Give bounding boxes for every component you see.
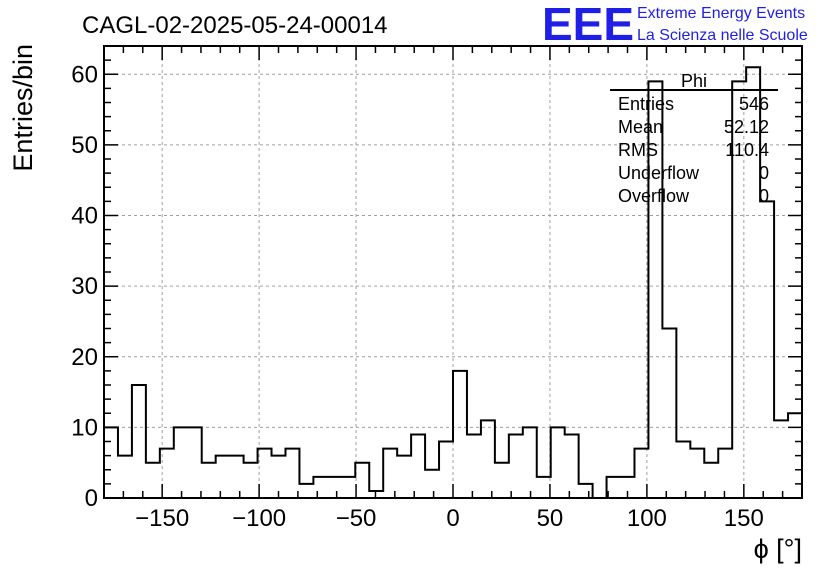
logo-mark: EEE [542, 0, 634, 50]
y-tick-label: 40 [71, 203, 98, 230]
histogram-bin [453, 371, 467, 498]
histogram-bin [690, 449, 704, 498]
histogram-bin [523, 427, 537, 498]
histogram-bin [202, 463, 216, 498]
histogram-bin [285, 449, 299, 498]
y-tick-label: 10 [71, 414, 98, 441]
histogram-bin [313, 477, 327, 498]
stats-row-value: 0 [759, 163, 769, 183]
logo-line1: Extreme Energy Events [637, 5, 805, 22]
stats-box-rows: Entries 546 Mean 52.12 RMS 110.4 Underflow 0 Ove… [618, 94, 769, 206]
histogram-bin [369, 491, 383, 498]
histogram-bin [774, 420, 788, 498]
histogram-bin [299, 484, 313, 498]
histogram-bin [439, 442, 453, 499]
histogram-bin [230, 456, 244, 498]
histogram-bin [495, 463, 509, 498]
histogram-bin [579, 484, 593, 498]
histogram-bin [397, 456, 411, 498]
histogram-bin [132, 385, 146, 498]
stats-row-label: Overflow [618, 186, 690, 206]
histogram-bin [565, 434, 579, 498]
y-tick-label: 0 [85, 485, 98, 512]
x-axis-label: ϕ [°] [754, 534, 802, 564]
stats-box: Phi Entries 546 Mean 52.12 RMS 110.4 Underflow… [610, 71, 778, 206]
histogram-bin [104, 427, 118, 498]
y-axis-label: Entries/bin [8, 44, 38, 172]
stats-row-value: 110.4 [725, 140, 769, 160]
x-tick-label: 0 [446, 505, 459, 532]
histogram-bin [718, 449, 732, 498]
histogram-bin [188, 427, 202, 498]
chart-title: CAGL-02-2025-05-24-00014 [82, 12, 388, 39]
histogram-bin [509, 434, 523, 498]
axis-ticks [103, 45, 803, 499]
x-tick-label: −100 [232, 505, 286, 532]
histogram-bin [467, 434, 481, 498]
histogram-step-line [104, 66, 802, 499]
stats-row-value: 52.12 [724, 117, 769, 137]
x-tick-labels: −150 −100 −50 0 50 100 150 [135, 505, 764, 532]
stats-row-label: Entries [618, 94, 674, 114]
histogram-bin [383, 449, 397, 498]
y-tick-label: 60 [71, 61, 98, 88]
histogram-bin [537, 477, 551, 498]
y-tick-labels: 0 10 20 30 40 50 60 [71, 61, 98, 512]
x-tick-label: 50 [537, 505, 564, 532]
histogram-bin [760, 201, 774, 498]
histogram-bin [146, 463, 160, 498]
stats-row-label: Underflow [618, 163, 700, 183]
histogram-bin [425, 470, 439, 498]
histogram-bin [551, 427, 565, 498]
stats-row-value: 0 [759, 186, 769, 206]
stats-row-label: RMS [618, 140, 658, 160]
y-tick-label: 20 [71, 344, 98, 371]
histogram-bin [662, 329, 676, 499]
eee-logo: EEE Extreme Energy Events La Scienza nel… [542, 0, 808, 50]
histogram-bin [355, 463, 369, 498]
logo-line2: La Scienza nelle Scuole [637, 27, 808, 44]
histogram-bin [481, 420, 495, 498]
histogram-bin [174, 427, 188, 498]
stats-row-label: Mean [618, 117, 663, 137]
y-tick-label: 30 [71, 273, 98, 300]
histogram-bin [411, 434, 425, 498]
x-tick-label: −150 [135, 505, 189, 532]
histogram-bin [341, 477, 355, 498]
histogram-bin [327, 477, 341, 498]
histogram-bin [118, 456, 132, 498]
y-tick-label: 50 [71, 132, 98, 159]
histogram-bin [244, 463, 258, 498]
x-tick-label: 100 [627, 505, 667, 532]
histogram-bin [676, 442, 690, 499]
histogram-bin [704, 463, 718, 498]
x-tick-label: −50 [336, 505, 377, 532]
x-tick-label: 150 [724, 505, 764, 532]
histogram-bin [216, 456, 230, 498]
stats-box-title: Phi [681, 71, 707, 91]
stats-row-value: 546 [739, 94, 769, 114]
